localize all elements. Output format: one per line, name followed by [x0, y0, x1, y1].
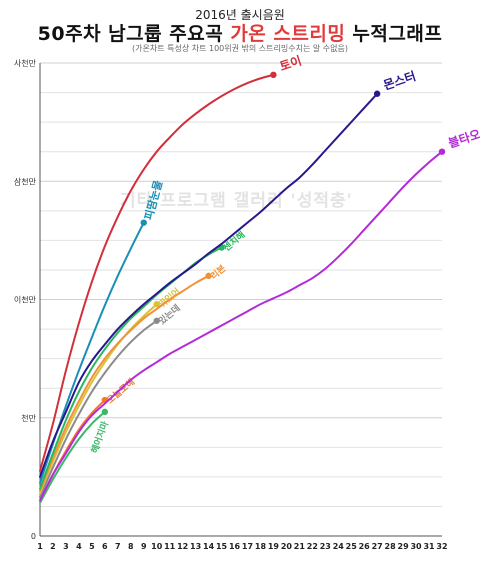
x-tick-label: 30 — [410, 542, 422, 551]
chart-year-label: 2016년 출시음원 — [195, 8, 285, 22]
x-tick-label: 2 — [50, 542, 56, 551]
chart-title: 50주차 남그룹 주요곡 가온 스트리밍 누적그래프 — [0, 19, 480, 46]
x-tick-label: 29 — [398, 542, 410, 551]
y-tick-label: 삼천만 — [14, 176, 37, 186]
series-label: 리본 — [208, 262, 228, 282]
series-label: 오늘모해 — [104, 376, 137, 406]
x-tick-label: 12 — [177, 542, 188, 551]
x-tick-label: 19 — [268, 542, 280, 551]
x-tick-label: 28 — [385, 542, 397, 551]
x-tick-label: 24 — [333, 542, 345, 551]
x-tick-label: 26 — [359, 542, 371, 551]
x-tick-label: 3 — [63, 542, 69, 551]
series-label: 블타오르네 — [446, 119, 480, 150]
series-label: 피땀눈물 — [141, 179, 165, 222]
chart-subtitle: (가온차트 특성상 차트 100위권 밖의 스트리밍수치는 알 수없음) — [132, 44, 348, 53]
series-line — [39, 92, 379, 478]
x-tick-label: 32 — [436, 542, 447, 551]
x-tick-label: 11 — [164, 542, 176, 551]
x-tick-label: 5 — [89, 542, 95, 551]
series-line — [39, 274, 210, 493]
watermark: 기타 프로그램 갤러리 '성적충' — [120, 191, 353, 211]
chart-title-part1: 50주차 남그룹 주요곡 — [37, 23, 231, 45]
series-label: 몬스터 — [381, 68, 417, 93]
series-end-point — [270, 71, 277, 79]
series-end-point — [438, 148, 446, 155]
x-tick-label: 31 — [423, 542, 435, 551]
chart-title-part2: 누적그래프 — [345, 23, 443, 45]
y-tick-label: 천만 — [21, 413, 36, 423]
x-tick-label: 9 — [141, 542, 147, 551]
series-end-point — [373, 90, 381, 97]
series-line — [39, 410, 106, 504]
x-tick-label: 17 — [242, 542, 253, 551]
series-line — [39, 150, 443, 502]
x-tick-label: 8 — [128, 542, 134, 551]
x-tick-label: 25 — [346, 542, 358, 551]
series-end-point — [153, 317, 160, 324]
y-tick-label: 이천만 — [14, 295, 37, 305]
x-tick-label: 13 — [190, 542, 201, 551]
chart-title-highlight: 가온 스트리밍 — [230, 23, 346, 45]
x-tick-label: 23 — [320, 542, 331, 551]
series-line — [39, 73, 275, 472]
series-line — [39, 319, 158, 498]
x-tick-label: 6 — [102, 542, 108, 551]
x-tick-label: 22 — [307, 542, 318, 551]
x-tick-label: 1 — [37, 542, 43, 551]
series-end-point — [153, 301, 160, 308]
x-tick-label: 16 — [229, 542, 241, 551]
x-tick-label: 7 — [115, 542, 121, 551]
x-tick-label: 14 — [203, 542, 215, 551]
series-end-point — [140, 219, 147, 226]
x-tick-label: 20 — [281, 542, 293, 551]
x-tick-label: 18 — [255, 542, 267, 551]
x-tick-label: 21 — [294, 542, 306, 551]
series-line — [39, 303, 158, 495]
x-tick-label: 4 — [76, 542, 82, 551]
y-tick-label: 0 — [31, 532, 36, 541]
x-tick-label: 27 — [372, 542, 383, 551]
series-end-point — [101, 408, 109, 416]
series-label: 토이 — [278, 53, 304, 74]
x-tick-label: 15 — [216, 542, 228, 551]
x-tick-label: 10 — [151, 542, 163, 551]
series-end-point — [205, 272, 212, 280]
y-tick-label: 사천만 — [14, 58, 37, 68]
